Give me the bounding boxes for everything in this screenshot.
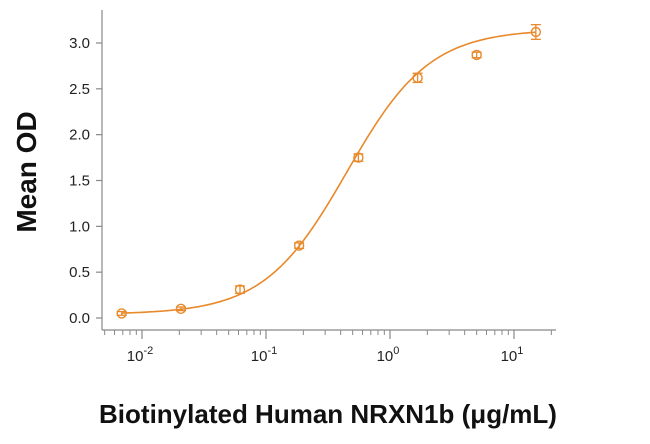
y-tick-label: 2.5	[69, 81, 90, 98]
x-ticks: 10-2 10-1 100 101	[104, 330, 552, 365]
point-marker	[175, 303, 187, 315]
data-point	[530, 24, 542, 40]
point-marker	[471, 49, 482, 61]
x-tick-label: 101	[501, 345, 524, 365]
point-marker	[353, 152, 364, 163]
axes	[101, 10, 556, 331]
point-marker	[412, 72, 423, 84]
x-axis-title: Biotinylated Human NRXN1b (μg/mL)	[99, 399, 557, 429]
y-axis-title: Mean OD	[11, 111, 42, 232]
y-tick-label: 0.0	[69, 310, 90, 327]
point-marker	[116, 308, 127, 319]
y-tick-label: 1.5	[69, 173, 90, 190]
data-point	[293, 240, 305, 251]
point-marker	[234, 284, 246, 295]
x-tick-label: 100	[377, 345, 400, 365]
point-marker	[293, 240, 305, 251]
y-tick-label: 0.5	[69, 264, 90, 281]
y-tick-label: 1.0	[69, 218, 90, 235]
x-tick-label: 10-2	[127, 345, 153, 365]
data-point	[116, 308, 127, 319]
y-tick-label: 2.0	[69, 127, 90, 144]
y-tick-label: 3.0	[69, 35, 90, 52]
data-point	[353, 152, 364, 163]
data-point	[412, 72, 423, 84]
x-tick-label: 10-1	[251, 345, 277, 365]
curve-layer	[121, 31, 536, 314]
y-ticks: 0.0 0.5 1.0 1.5 2.0 2.5 3.0	[69, 35, 102, 327]
fit-curve	[121, 31, 536, 314]
points-layer	[116, 24, 542, 319]
point-marker	[530, 26, 542, 38]
data-point	[175, 303, 187, 315]
data-point	[234, 284, 246, 295]
data-point	[471, 49, 482, 61]
